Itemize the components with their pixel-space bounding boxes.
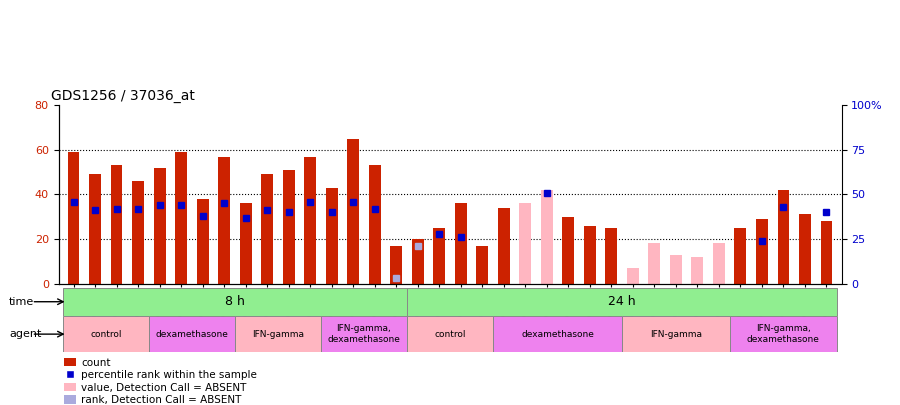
Bar [606,228,617,284]
Bar [68,152,79,284]
Bar [197,199,209,284]
Text: time: time [9,297,34,307]
Bar [519,203,531,284]
Bar [407,288,837,316]
Text: GDS1256 / 37036_at: GDS1256 / 37036_at [50,89,194,103]
Bar [756,219,768,284]
Bar [730,316,837,352]
Text: IFN-gamma: IFN-gamma [252,330,304,339]
Bar [154,168,166,284]
Bar [778,190,789,284]
Bar [691,257,703,283]
Bar [713,243,725,284]
Bar [670,255,682,284]
Text: IFN-gamma,
dexamethasone: IFN-gamma, dexamethasone [747,324,820,344]
Bar [176,152,187,284]
Text: 8 h: 8 h [225,295,245,308]
Bar [148,316,235,352]
Legend: count, percentile rank within the sample, value, Detection Call = ABSENT, rank, : count, percentile rank within the sample… [64,358,257,405]
Bar [321,316,407,352]
Bar [283,170,294,284]
Text: IFN-gamma: IFN-gamma [650,330,702,339]
Bar [89,174,101,284]
Bar [541,190,553,284]
Bar [261,174,273,284]
Bar [239,203,252,284]
Bar [584,226,596,284]
Bar [391,277,402,284]
Bar [799,215,811,284]
Bar [412,239,424,284]
Bar [476,245,488,284]
Bar [369,165,381,284]
Bar [799,221,811,284]
Bar [648,243,661,284]
Bar [454,203,467,284]
Bar [111,165,122,284]
Bar [326,188,338,284]
Bar [498,208,509,284]
Bar [562,217,574,284]
Bar [391,245,402,284]
Bar [433,228,446,284]
Text: control: control [90,330,122,339]
Bar [304,156,316,284]
Bar [132,181,144,284]
Text: control: control [434,330,466,339]
Text: 24 h: 24 h [608,295,636,308]
Bar [347,139,359,284]
Bar [622,316,730,352]
Bar [407,316,493,352]
Text: agent: agent [9,329,41,339]
Text: IFN-gamma,
dexamethasone: IFN-gamma, dexamethasone [328,324,400,344]
Text: dexamethasone: dexamethasone [521,330,594,339]
Text: dexamethasone: dexamethasone [156,330,229,339]
Bar [63,288,407,316]
Bar [627,268,639,284]
Bar [734,228,746,284]
Bar [235,316,321,352]
Bar [218,156,230,284]
Bar [63,316,148,352]
Bar [821,221,833,284]
Bar [412,239,424,284]
Bar [493,316,622,352]
